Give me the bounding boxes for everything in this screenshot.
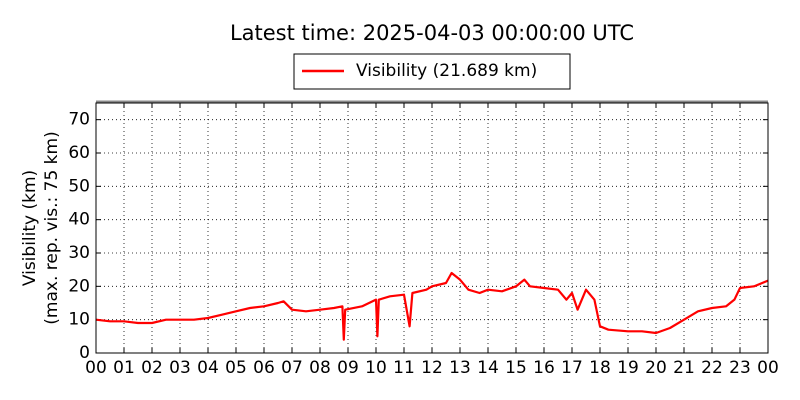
x-tick-label: 22 xyxy=(701,358,723,378)
x-tick-label: 00 xyxy=(757,358,779,378)
x-tick-label: 16 xyxy=(533,358,555,378)
x-tick-label: 03 xyxy=(169,358,191,378)
x-tick-label: 02 xyxy=(141,358,163,378)
y-tick-label: 30 xyxy=(68,243,90,263)
x-tick-label: 01 xyxy=(113,358,135,378)
x-tick-label: 21 xyxy=(673,358,695,378)
y-tick-label: 70 xyxy=(68,110,90,130)
x-tick-label: 17 xyxy=(561,358,583,378)
x-tick-label: 10 xyxy=(365,358,387,378)
x-tick-label: 19 xyxy=(617,358,639,378)
x-tick-label: 08 xyxy=(309,358,331,378)
x-tick-label: 13 xyxy=(449,358,471,378)
x-tick-label: 12 xyxy=(421,358,443,378)
y-tick-label: 40 xyxy=(68,210,90,230)
x-tick-label: 11 xyxy=(393,358,415,378)
x-tick-label: 18 xyxy=(589,358,611,378)
legend-label: Visibility (21.689 km) xyxy=(356,61,537,81)
x-tick-label: 07 xyxy=(281,358,303,378)
x-tick-label: 04 xyxy=(197,358,219,378)
data-line xyxy=(95,271,769,341)
y-tick-label: 10 xyxy=(68,310,90,330)
x-tick-label: 06 xyxy=(253,358,275,378)
x-tick-label: 05 xyxy=(225,358,247,378)
y-tick-label: 60 xyxy=(68,143,90,163)
x-tick-label: 00 xyxy=(85,358,107,378)
x-tick-label: 09 xyxy=(337,358,359,378)
y-tick-label: 20 xyxy=(68,276,90,296)
y-axis-label: (max. rep. vis.: 75 km) xyxy=(42,131,62,324)
x-tick-label: 15 xyxy=(505,358,527,378)
plot-frame xyxy=(95,102,769,354)
y-tick-label: 50 xyxy=(68,176,90,196)
x-tick-label: 14 xyxy=(477,358,499,378)
x-tick-label: 20 xyxy=(645,358,667,378)
x-tick-label: 23 xyxy=(729,358,751,378)
chart-title: Latest time: 2025-04-03 00:00:00 UTC xyxy=(230,21,634,45)
y-tick-label: 0 xyxy=(79,343,90,363)
y-axis-label: Visibility (km) xyxy=(20,170,40,286)
